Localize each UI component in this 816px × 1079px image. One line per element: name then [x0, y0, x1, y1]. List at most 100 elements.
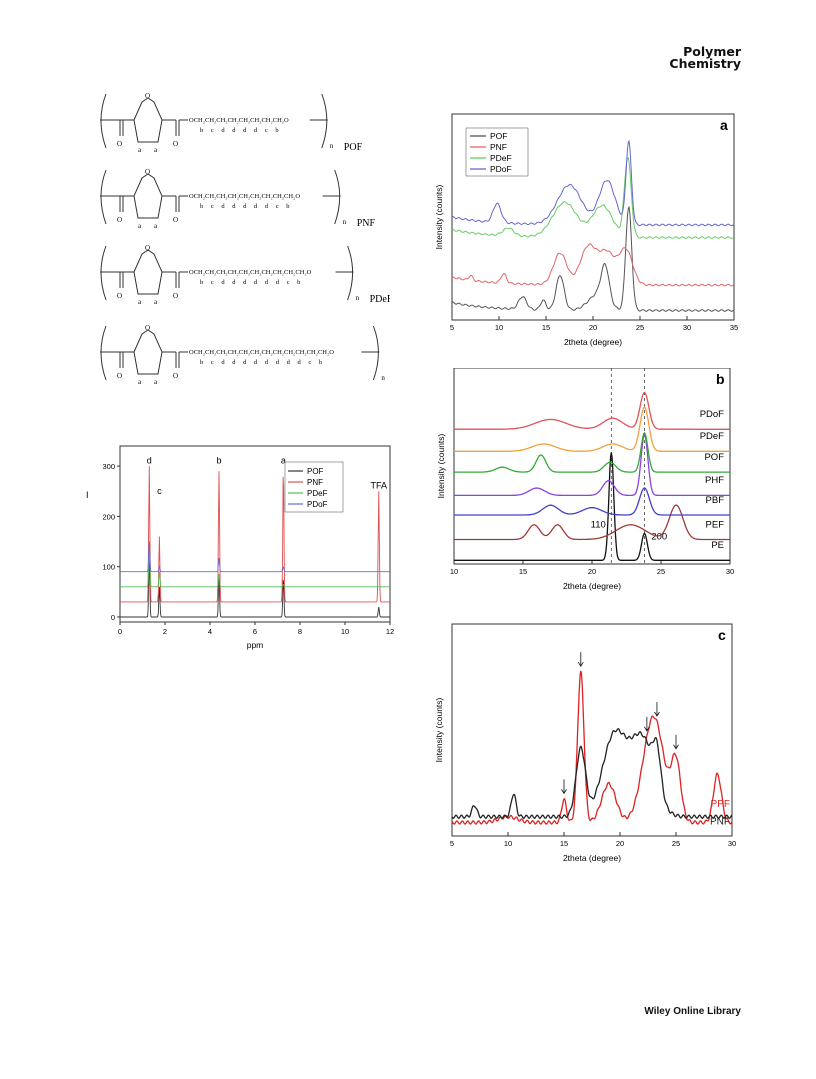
series-line-pof: [454, 431, 730, 473]
ring-oxygen: O: [145, 92, 150, 100]
peak-arrow-head: [654, 711, 660, 717]
series-label-ppf: PPF: [711, 799, 730, 810]
x-axis-label: 2theta (degree): [564, 337, 622, 347]
bracket-right: [372, 325, 379, 381]
alkyl-chain: OCH₂CH₂CH₂CH₂CH₂CH₂CH₂CH₂O: [189, 117, 289, 124]
x-tick-label: 10: [504, 839, 512, 848]
x-tick-label: 10: [495, 323, 503, 332]
chain-labels: b c d d d d d d d d c b: [200, 359, 325, 366]
alkyl-chain: OCH₂CH₂CH₂CH₂CH₂CH₂CH₂CH₂CH₂CH₂CH₂CH₂O: [189, 349, 334, 356]
x-tick-label: 6: [253, 627, 257, 636]
x-tick-label: 5: [450, 323, 454, 332]
x-tick-label: 15: [542, 323, 550, 332]
ring-label-a: a: [138, 298, 142, 306]
plot-frame: [451, 623, 733, 837]
carbonyl-o: O: [117, 292, 122, 300]
furan-ring: [133, 97, 163, 143]
y-axis-label: Intensity (counts): [434, 184, 444, 249]
series-line-phf: [454, 432, 730, 497]
ring-oxygen: O: [145, 324, 150, 332]
carbonyl-o: O: [117, 216, 122, 224]
journal-name-line2: Chemistry: [669, 56, 741, 71]
xrd-panel-c: 5 10 15 20 25 30 2theta (degree) Intensity (cou…: [434, 623, 736, 863]
ring-label-a: a: [154, 298, 158, 306]
x-tick-label: 15: [519, 567, 527, 576]
series-line-pdof: [454, 391, 730, 430]
panel-label: c: [718, 627, 726, 643]
peak-arrow-head: [561, 789, 567, 795]
chain-labels: b c d d d d d d c b: [200, 279, 303, 286]
series-line-pdef: [120, 546, 390, 588]
carbonyl-o: O: [117, 372, 122, 380]
carbonyl-o: O: [173, 216, 178, 224]
ring-label-a: a: [154, 146, 158, 154]
series-label-pbf: PBF: [706, 495, 725, 506]
repeat-n: n: [330, 142, 334, 150]
furan-ring: [133, 173, 163, 219]
peak-annotation-b: b: [216, 456, 221, 466]
x-tick-label: 20: [616, 839, 624, 848]
x-tick-label: 2: [163, 627, 167, 636]
repeat-n: n: [356, 294, 360, 302]
x-tick-label: 30: [726, 567, 734, 576]
carbonyl-o: O: [173, 292, 178, 300]
x-tick-label: 35: [730, 323, 738, 332]
series-label-pof: POF: [704, 452, 724, 463]
bracket-left: [100, 169, 107, 225]
x-axis-label: 2theta (degree): [563, 853, 621, 863]
x-tick-label: 25: [636, 323, 644, 332]
xrd-panel-b: 10 15 20 25 30 2theta (degree) Intensity (coun…: [436, 368, 734, 591]
panel-label: b: [716, 371, 725, 387]
ring-oxygen: O: [145, 244, 150, 252]
bracket-left: [100, 325, 107, 381]
x-tick-label: 25: [657, 567, 665, 576]
ring-label-a: a: [154, 378, 158, 386]
bracket-right: [347, 245, 354, 301]
monomer-structures: O Oa a O OCH₂CH₂CH₂CH₂CH₂CH₂CH₂CH₂O b c d d d…: [100, 92, 390, 386]
legend-label: POF: [490, 131, 507, 141]
series-line-pof: [120, 556, 390, 618]
y-axis-label: Intensity (counts): [434, 697, 444, 762]
journal-name: Polymer Chemistry: [669, 45, 741, 71]
series-line-pdef: [452, 156, 735, 239]
series-line-pnf: [451, 243, 735, 287]
y-axis-label: Intensity (counts): [436, 433, 446, 498]
x-tick-label: 20: [588, 567, 596, 576]
legend-label: PDeF: [307, 489, 328, 498]
ring-oxygen: O: [145, 168, 150, 176]
series-label-pef: PEF: [706, 519, 725, 530]
y-tick-label: 0: [111, 613, 115, 622]
legend-label: PDeF: [490, 153, 512, 163]
series-line-pdef: [454, 406, 730, 452]
series-line-pdof: [120, 541, 390, 573]
reflection-label: 110: [591, 519, 606, 530]
polymer-name: PDeF: [370, 294, 390, 305]
repeat-n: n: [381, 374, 385, 382]
legend-label: PDoF: [490, 164, 512, 174]
peak-annotation-c: c: [157, 486, 162, 496]
series-line-pnf: [451, 727, 733, 820]
furan-ring: [133, 249, 163, 295]
x-tick-label: 20: [589, 323, 597, 332]
xrd-panel-a: 5 10 15 20 25 30 35 2theta (degree) Intensity (c…: [434, 113, 738, 347]
alkyl-chain: OCH₂CH₂CH₂CH₂CH₂CH₂CH₂CH₂CH₂O: [189, 193, 300, 200]
x-tick-label: 12: [386, 627, 394, 636]
x-tick-label: 30: [683, 323, 691, 332]
peak-annotation-a: a: [281, 456, 286, 466]
series-label-pnf: PNF: [710, 817, 730, 828]
legend-label: PNF: [307, 478, 323, 487]
series-label-phf: PHF: [705, 475, 724, 486]
carbonyl-o: O: [117, 140, 122, 148]
x-tick-label: 15: [560, 839, 568, 848]
alkyl-chain: OCH₂CH₂CH₂CH₂CH₂CH₂CH₂CH₂CH₂CH₂O: [189, 269, 312, 276]
series-line-pef: [454, 504, 730, 541]
x-tick-label: 0: [118, 627, 122, 636]
series-label-pe: PE: [711, 540, 724, 551]
series-label-pdof: PDoF: [700, 409, 724, 420]
legend-label: POF: [307, 467, 324, 476]
bracket-left: [100, 93, 107, 149]
carbonyl-o: O: [173, 372, 178, 380]
x-tick-label: 10: [341, 627, 349, 636]
series-line-pdof: [451, 139, 735, 227]
x-tick-label: 8: [298, 627, 302, 636]
